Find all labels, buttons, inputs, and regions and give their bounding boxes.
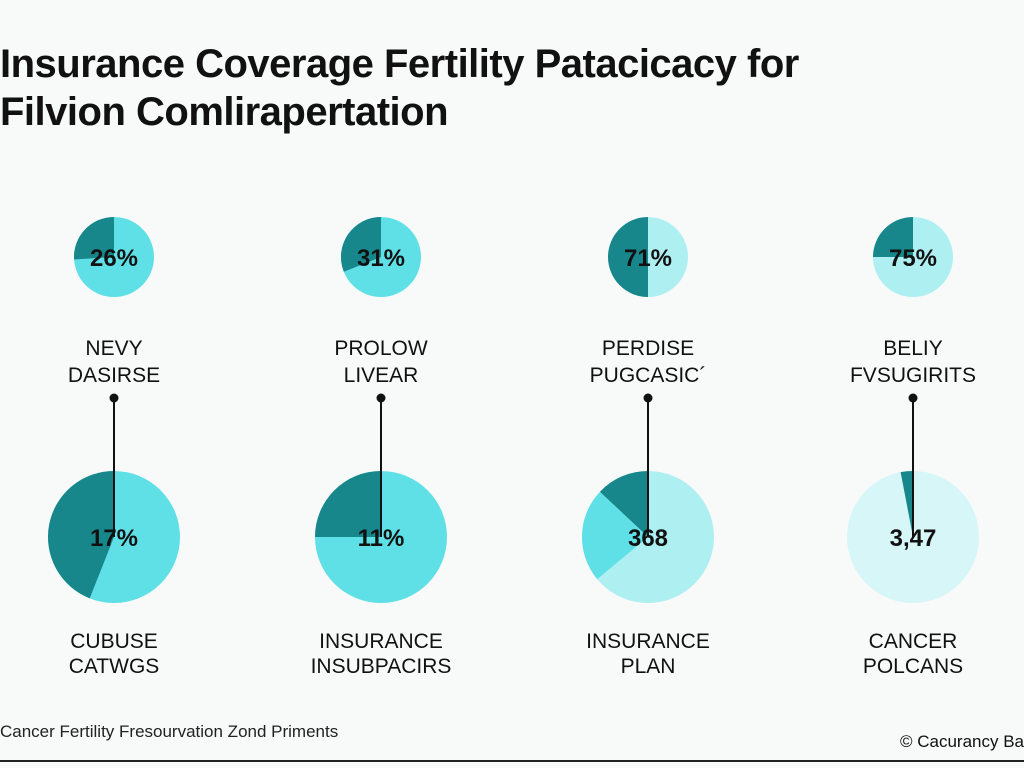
- bottom-pie-4-caption-line-1: CANCER: [869, 630, 958, 653]
- top-pie-1-slice: [74, 217, 114, 260]
- top-pie-4-slice: [873, 217, 913, 257]
- bottom-pie-3-slice: [599, 471, 648, 537]
- bottom-pie-1-caption-line-2: CATWGS: [69, 655, 160, 678]
- bottom-pie-3-value-label: 368: [628, 525, 668, 552]
- top-pie-1-value-label: 26%: [90, 245, 138, 272]
- connector-dot-3: [643, 393, 653, 403]
- top-pie-2-slice: [340, 217, 381, 272]
- top-pie-2-value-label: 31%: [357, 245, 405, 272]
- connector-dot-2: [376, 393, 386, 403]
- bottom-pie-2-caption-line-2: INSUBPACIRS: [311, 655, 452, 678]
- top-pie-3-caption-line-1: PERDISE: [602, 337, 694, 360]
- connector-dot-1: [109, 393, 119, 403]
- bottom-pie-3-caption-line-1: INSURANCE: [586, 630, 710, 653]
- connector-dot-4: [908, 393, 918, 403]
- bottom-pie-2-value-label: 11%: [358, 525, 405, 552]
- bottom-pie-3-caption-line-2: PLAN: [621, 655, 676, 678]
- bottom-pie-2-slice: [315, 471, 381, 537]
- top-pie-3-slice: [608, 217, 648, 297]
- bottom-pie-1-value-label: 17%: [90, 525, 138, 552]
- top-pie-4-caption-line-1: BELIY: [883, 337, 943, 360]
- bottom-pie-1-slice: [48, 471, 114, 599]
- bottom-pie-4-value-label: 3,47: [890, 525, 937, 552]
- bottom-pie-3-slice-2: [582, 491, 648, 580]
- top-pie-4-caption-line-2: FVSUGIRITS: [850, 364, 976, 387]
- bottom-pie-1-caption-line-1: CUBUSE: [70, 630, 158, 653]
- top-pie-2-caption-line-1: PROLOW: [334, 337, 428, 360]
- chart-title: Insurance Coverage Fertility Patacicacy …: [0, 40, 1000, 136]
- top-pie-2-caption-line-2: LIVEAR: [344, 364, 419, 387]
- bottom-pie-4-slice: [900, 471, 913, 537]
- top-pie-1-caption-line-1: NEVY: [85, 337, 142, 360]
- bottom-pie-2-caption-line-1: INSURANCE: [319, 630, 443, 653]
- top-pie-4-value-label: 75%: [889, 245, 937, 272]
- top-pie-1-caption-line-2: DASIRSE: [68, 364, 160, 387]
- bottom-pie-4-caption-line-2: POLCANS: [863, 655, 963, 678]
- source-note: Cancer Fertility Fresourvation Zond Prim…: [0, 722, 339, 741]
- top-pie-3-caption-line-2: PUGCASIC´: [590, 364, 707, 387]
- chart-title-line-1: Insurance Coverage Fertility Patacicacy …: [0, 42, 799, 86]
- top-pie-3-value-label: 71%: [624, 245, 672, 272]
- copyright-note: © Cacurancy Ba: [899, 732, 1024, 751]
- bottom-rule: [0, 760, 1024, 762]
- pie-chart-grid: 26% NEVY DASIRSE 31% PROLOW LIVEAR 71% PERDISE P…: [48, 217, 979, 678]
- chart-title-line-2: Filvion Comlirapertation: [0, 90, 449, 134]
